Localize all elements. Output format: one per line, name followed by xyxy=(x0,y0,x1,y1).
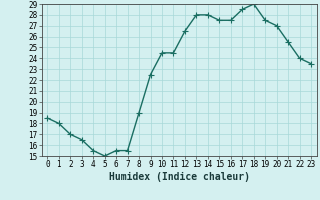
X-axis label: Humidex (Indice chaleur): Humidex (Indice chaleur) xyxy=(109,172,250,182)
